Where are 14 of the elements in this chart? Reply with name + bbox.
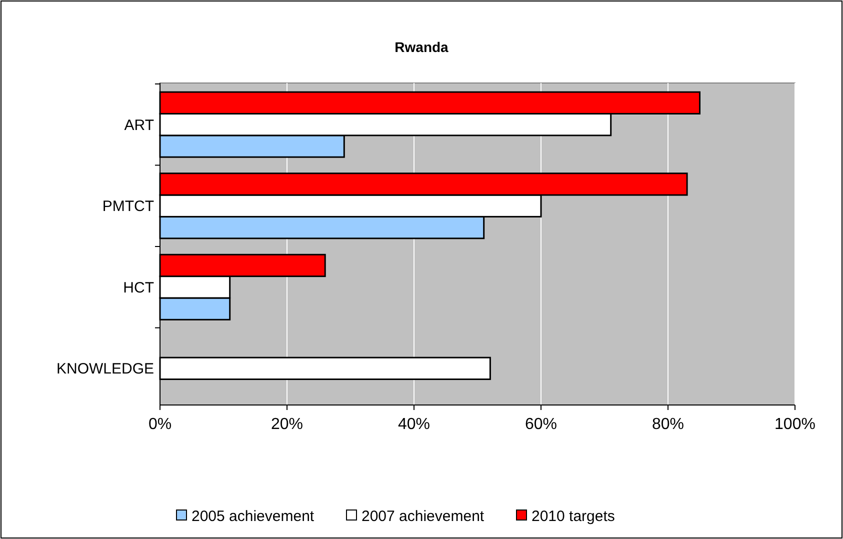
x-tick-label: 80% [652, 416, 684, 433]
chart-title: Rwanda [394, 39, 449, 55]
x-tick-label: 60% [524, 416, 558, 433]
y-tick-label: PMTCT [102, 198, 154, 216]
legend-label: 2007 achievement [362, 508, 485, 525]
x-tick-label: 40% [398, 416, 430, 433]
x-tick-label: 20% [270, 416, 304, 433]
y-tick-label: KNOWLEDGE [56, 360, 154, 378]
x-tick-label: 0% [148, 416, 172, 433]
x-tick-label: 100% [774, 416, 816, 433]
legend-label: 2010 targets [532, 508, 615, 525]
y-tick-label: ART [124, 116, 154, 134]
y-tick-label: HCT [123, 279, 154, 296]
legend-label: 2005 achievement [192, 508, 315, 525]
